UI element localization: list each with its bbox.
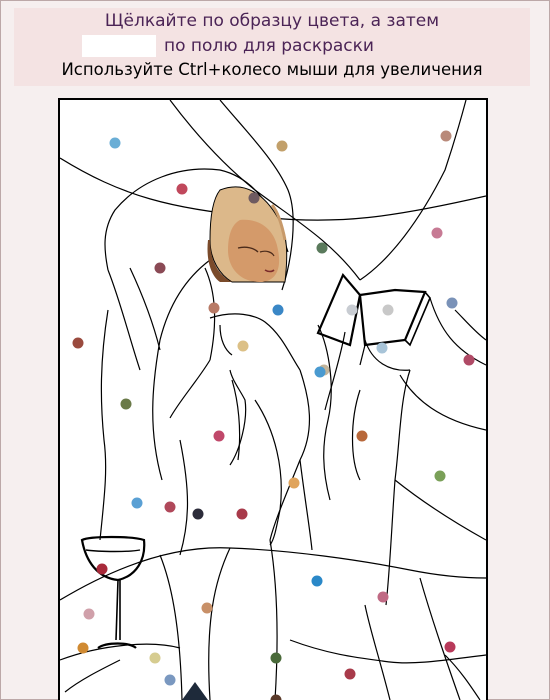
color-dot[interactable] — [176, 183, 188, 195]
region-outlines — [60, 100, 486, 700]
color-dot[interactable] — [288, 477, 300, 489]
selected-color-swatch — [82, 35, 156, 57]
color-dot[interactable] — [276, 140, 288, 152]
palette-dots[interactable] — [72, 130, 475, 700]
color-dot[interactable] — [446, 297, 458, 309]
color-dot[interactable] — [431, 227, 443, 239]
color-dot[interactable] — [272, 304, 284, 316]
instruction-line-2: по полю для раскраски — [164, 36, 374, 56]
color-dot[interactable] — [164, 674, 176, 686]
coloring-picture[interactable] — [60, 100, 486, 700]
color-dot[interactable] — [311, 575, 323, 587]
color-dot[interactable] — [131, 497, 143, 509]
color-dot[interactable] — [377, 591, 389, 603]
instructions-panel: Щёлкайте по образцу цвета, а затем по по… — [14, 8, 530, 86]
instruction-line-3: Используйте Ctrl+колесо мыши для увеличе… — [61, 60, 483, 79]
color-dot[interactable] — [444, 641, 456, 653]
color-dot[interactable] — [72, 337, 84, 349]
color-dot[interactable] — [270, 694, 282, 700]
painted-face-fragment — [207, 186, 288, 283]
color-dot[interactable] — [237, 340, 249, 352]
color-dot[interactable] — [120, 398, 132, 410]
color-dot[interactable] — [440, 130, 452, 142]
coloring-canvas[interactable] — [58, 98, 488, 700]
color-dot[interactable] — [192, 508, 204, 520]
color-dot[interactable] — [314, 366, 326, 378]
color-dot[interactable] — [434, 470, 446, 482]
color-dot[interactable] — [154, 262, 166, 274]
color-dot[interactable] — [356, 430, 368, 442]
color-dot[interactable] — [96, 563, 108, 575]
color-dot[interactable] — [346, 304, 358, 316]
color-dot[interactable] — [270, 652, 282, 664]
color-dot[interactable] — [77, 642, 89, 654]
color-dot[interactable] — [344, 668, 356, 680]
color-dot[interactable] — [201, 602, 213, 614]
color-dot[interactable] — [463, 354, 475, 366]
color-dot[interactable] — [83, 608, 95, 620]
color-dot[interactable] — [382, 304, 394, 316]
instruction-line-1: Щёлкайте по образцу цвета, а затем — [104, 11, 440, 31]
color-dot[interactable] — [149, 652, 161, 664]
color-dot[interactable] — [316, 242, 328, 254]
color-dot[interactable] — [376, 342, 388, 354]
color-dot[interactable] — [164, 501, 176, 513]
color-dot[interactable] — [208, 302, 220, 314]
wine-glass — [80, 535, 146, 649]
color-dot[interactable] — [248, 192, 260, 204]
color-dot[interactable] — [213, 430, 225, 442]
color-dot[interactable] — [109, 137, 121, 149]
painted-fragment-bottom — [182, 682, 208, 700]
color-dot[interactable] — [236, 508, 248, 520]
